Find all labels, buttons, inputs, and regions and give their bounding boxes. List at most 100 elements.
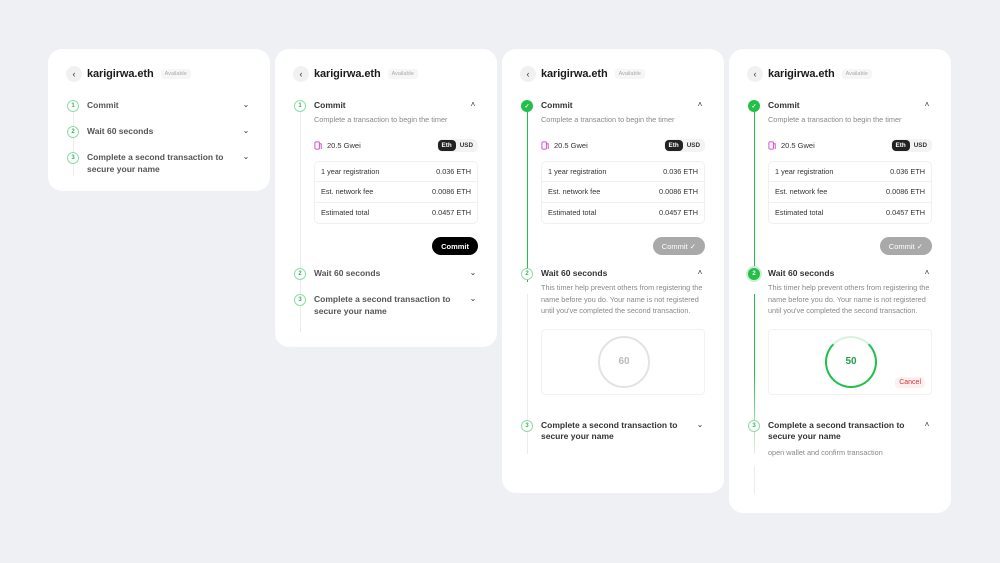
check-icon: ✓ [521, 100, 533, 112]
step-number-icon: 2 [67, 126, 79, 138]
commit-done-button[interactable]: Commit ✓ [879, 237, 932, 256]
gas-pump-icon [314, 141, 323, 150]
step-wait: 2 Wait 60 seconds ˄ This timer help preven… [747, 267, 932, 395]
table-row: Est. network fee 0.0086 ETH [542, 182, 704, 203]
status-badge: Available [160, 69, 191, 79]
registration-card-timer-running: ‹ karigirwa.eth Available ✓ Commit ˄ Complet… [729, 49, 951, 513]
table-row: Estimated total 0.0457 ETH [769, 203, 931, 224]
step-subtitle: Complete a transaction to begin the time… [541, 115, 675, 124]
cancel-button[interactable]: Cancel [895, 376, 925, 388]
step-commit: ✓ Commit ˄ Complete a transaction to begin… [747, 99, 932, 256]
cost-value: 0.036 ETH [890, 166, 925, 176]
chevron-up-icon[interactable]: ˄ [470, 100, 476, 109]
timer-box: 50 Cancel [768, 328, 932, 395]
check-icon: ✓ [748, 100, 760, 112]
cost-label: Estimated total [321, 208, 370, 218]
step-secure[interactable]: 3 Complete a second transaction to secure… [66, 151, 251, 175]
commit-button[interactable]: Commit [432, 237, 478, 256]
gas-price: 20.5 Gwei [554, 141, 588, 150]
gas-price: 20.5 Gwei [781, 141, 815, 150]
gas-pump-icon [541, 141, 550, 150]
step-description: This timer help prevent others from regi… [768, 283, 930, 316]
step-secure: 3 Complete a second transaction to secure… [747, 419, 932, 459]
step-wait[interactable]: 2 Wait 60 seconds ⌄ [293, 267, 478, 281]
chevron-down-icon[interactable]: ⌄ [696, 419, 704, 429]
cost-label: 1 year registration [548, 166, 607, 176]
progress-line [753, 294, 756, 454]
cost-label: 1 year registration [321, 166, 380, 176]
chevron-down-icon[interactable]: ⌄ [469, 268, 477, 278]
step-title: Complete a second transaction to secure … [314, 294, 451, 316]
chevron-down-icon[interactable]: ⌄ [242, 100, 250, 109]
step-title: Commit [87, 100, 119, 110]
step-number-icon: 3 [748, 419, 760, 432]
progress-line [72, 112, 75, 176]
step-number-icon: 1 [294, 100, 306, 112]
gas-price: 20.5 Gwei [327, 141, 361, 150]
step-commit: 1 Commit ˄ Complete a transaction to begin… [293, 99, 478, 256]
back-icon[interactable]: ‹ [747, 66, 763, 82]
back-icon[interactable]: ‹ [520, 66, 536, 82]
currency-eth[interactable]: Eth [437, 140, 456, 151]
progress-line [526, 294, 529, 454]
step-secure[interactable]: 3 Complete a second transaction to secure… [293, 293, 478, 317]
currency-eth[interactable]: Eth [664, 140, 683, 151]
cost-value: 0.0086 ETH [659, 187, 698, 197]
back-icon[interactable]: ‹ [66, 66, 82, 82]
domain-title: karigirwa.eth [541, 68, 608, 80]
cost-value: 0.036 ETH [663, 166, 698, 176]
progress-line [526, 112, 529, 282]
chevron-up-icon[interactable]: ˄ [697, 268, 703, 278]
progress-line [753, 466, 756, 494]
step-number-icon: 3 [294, 294, 306, 307]
currency-toggle[interactable]: Eth USD [890, 139, 932, 152]
cost-value: 0.0457 ETH [659, 208, 698, 218]
currency-eth[interactable]: Eth [891, 140, 910, 151]
commit-done-button[interactable]: Commit ✓ [652, 237, 705, 256]
status-badge: Available [841, 69, 872, 79]
cost-label: Est. network fee [775, 187, 828, 197]
step-title: Wait 60 seconds [87, 126, 154, 136]
cost-value: 0.0457 ETH [432, 208, 471, 218]
timer-box: 60 [541, 328, 705, 395]
step-number-icon: 3 [521, 419, 533, 432]
chevron-up-icon[interactable]: ˄ [924, 268, 930, 278]
step-wait: 2 Wait 60 seconds ˄ This timer help preven… [520, 267, 705, 395]
step-title: Wait 60 seconds [768, 268, 835, 279]
registration-card-commit: ‹ karigirwa.eth Available 1 Commit ˄ Complet… [275, 49, 497, 347]
step-title: Commit [768, 100, 800, 110]
chevron-down-icon[interactable]: ⌄ [242, 152, 250, 161]
status-badge: Available [387, 69, 418, 79]
step-number-icon: 2 [294, 268, 306, 281]
step-commit: ✓ Commit ˄ Complete a transaction to begin… [520, 99, 705, 256]
currency-usd[interactable]: USD [913, 142, 927, 149]
step-number-icon: 2 [748, 268, 760, 281]
cost-value: 0.036 ETH [436, 166, 471, 176]
registration-card-collapsed: ‹ karigirwa.eth Available 1 Commit ⌄ 2 Wait 6… [48, 49, 270, 191]
status-badge: Available [614, 69, 645, 79]
step-title: Commit [314, 100, 346, 110]
step-title: Wait 60 seconds [314, 268, 381, 279]
currency-toggle[interactable]: Eth USD [663, 139, 705, 152]
cost-value: 0.0086 ETH [886, 187, 925, 197]
step-wait[interactable]: 2 Wait 60 seconds ⌄ [66, 125, 251, 139]
step-secure[interactable]: 3 Complete a second transaction to secure… [520, 419, 705, 443]
cost-value: 0.0457 ETH [886, 208, 925, 218]
step-title: Complete a second transaction to secure … [541, 419, 678, 442]
chevron-down-icon[interactable]: ⌄ [242, 126, 250, 135]
chevron-up-icon[interactable]: ˄ [697, 100, 703, 109]
back-icon[interactable]: ‹ [293, 66, 309, 82]
chevron-up-icon[interactable]: ˄ [924, 419, 930, 429]
chevron-down-icon[interactable]: ⌄ [469, 294, 477, 304]
progress-line [299, 112, 302, 332]
table-row: Estimated total 0.0457 ETH [315, 203, 477, 224]
table-row: 1 year registration 0.036 ETH [542, 162, 704, 183]
chevron-up-icon[interactable]: ˄ [924, 100, 930, 109]
step-commit[interactable]: 1 Commit ⌄ [66, 99, 251, 113]
currency-toggle[interactable]: Eth USD [436, 139, 478, 152]
currency-usd[interactable]: USD [459, 142, 473, 149]
step-title: Complete a second transaction to secure … [87, 152, 224, 174]
currency-usd[interactable]: USD [686, 142, 700, 149]
step-title: Commit [541, 100, 573, 110]
domain-title: karigirwa.eth [314, 68, 381, 80]
